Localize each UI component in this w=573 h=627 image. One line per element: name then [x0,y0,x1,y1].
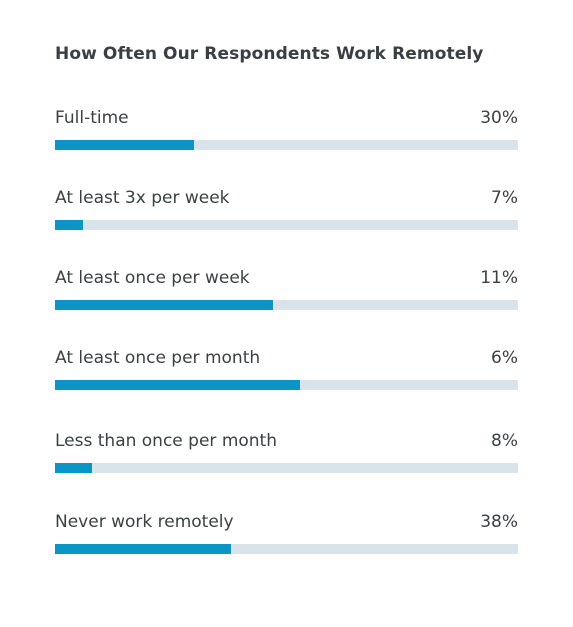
bar-row: Full-time 30% [55,108,518,158]
bar-value-label: 8% [491,431,518,451]
bar-fill [55,300,273,310]
bar-track [55,544,518,554]
bar-value-label: 7% [491,188,518,208]
bar-fill [55,544,231,554]
bar-track [55,220,518,230]
bar-row: At least once per month 6% [55,348,518,398]
bar-track [55,140,518,150]
bar-fill [55,140,194,150]
bar-label: Never work remotely [55,512,234,532]
bar-row: At least 3x per week 7% [55,188,518,238]
chart-title: How Often Our Respondents Work Remotely [55,44,484,64]
bar-row: At least once per week 11% [55,268,518,318]
bar-label: Less than once per month [55,431,277,451]
bar-label: At least once per month [55,348,261,368]
bar-fill [55,380,300,390]
bar-row: Less than once per month 8% [55,431,518,481]
bar-value-label: 11% [480,268,518,288]
bar-value-label: 38% [480,512,518,532]
bar-label: At least once per week [55,268,250,288]
bar-label: At least 3x per week [55,188,230,208]
bar-track [55,463,518,473]
bar-value-label: 30% [480,108,518,128]
bar-track [55,380,518,390]
bar-track [55,300,518,310]
bar-row: Never work remotely 38% [55,512,518,562]
bar-fill [55,463,92,473]
bar-label: Full-time [55,108,129,128]
bar-value-label: 6% [491,348,518,368]
bar-fill [55,220,83,230]
